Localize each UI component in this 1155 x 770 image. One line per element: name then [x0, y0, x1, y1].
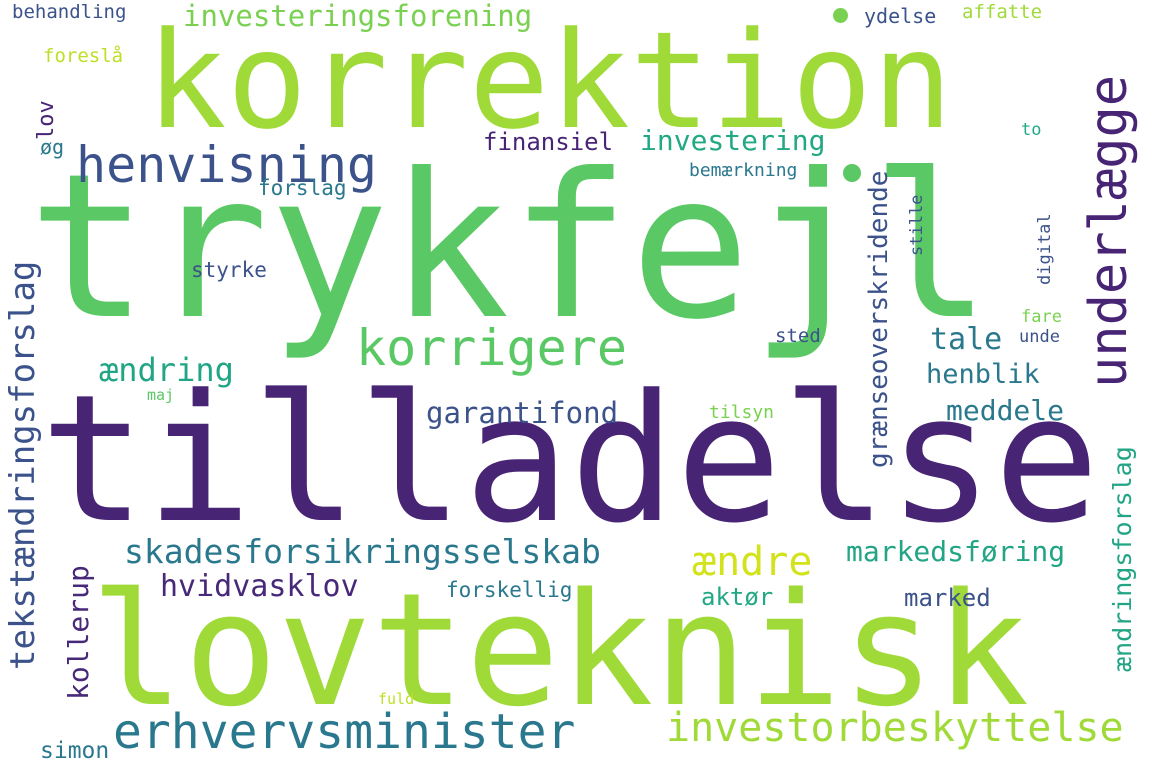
word-simon: simon	[40, 738, 110, 764]
word-to: to	[1021, 120, 1042, 140]
dot-mark	[843, 164, 861, 182]
word-henvisning: henvisning	[76, 136, 378, 194]
word-affatte: affatte	[962, 1, 1043, 23]
word-kollerup: kollerup	[62, 565, 95, 700]
word-bemaerkning: bemærkning	[689, 160, 798, 181]
word-trykfejl: trykfejl	[28, 131, 992, 364]
word-korrigere: korrigere	[356, 319, 627, 377]
word-henblik: henblik	[926, 359, 1040, 390]
word-tekstaendringsforslag: tekstændringsforslag	[3, 260, 43, 670]
word-garantifond: garantifond	[426, 396, 619, 430]
word-tilladelse: tilladelse	[40, 357, 1100, 562]
word-sted: sted	[775, 325, 821, 347]
word-ydelse: ydelse	[864, 4, 937, 28]
word-marked: marked	[904, 584, 991, 612]
word-maj: maj	[147, 386, 175, 404]
word-underlaegge: underlægge	[1079, 74, 1139, 388]
word-hvidvasklov: hvidvasklov	[160, 569, 359, 604]
word-markedsforing: markedsføring	[846, 535, 1066, 568]
word-aktor: aktør	[701, 583, 774, 611]
word-styrke: styrke	[191, 258, 267, 282]
word-skadesforsikringsselskab: skadesforsikringsselskab	[124, 532, 601, 571]
word-meddele: meddele	[946, 394, 1065, 427]
word-forslag: forslag	[258, 176, 347, 200]
word-digital: digital	[1035, 213, 1055, 285]
word-tilsyn: tilsyn	[709, 402, 775, 423]
word-korrektion: korrektion	[146, 3, 953, 159]
word-erhvervsminister: erhvervsminister	[113, 704, 576, 760]
word-investeringsforening: investeringsforening	[183, 0, 533, 33]
word-finansiel: finansiel	[483, 128, 614, 156]
word-graenseoverskridende: grænseoverskridende	[864, 170, 894, 468]
dot-mark	[833, 8, 848, 23]
word-foresla: foreslå	[43, 45, 124, 67]
word-unde: unde	[1019, 327, 1060, 347]
word-tale: tale	[930, 322, 1003, 357]
word-investorbeskyttelse: investorbeskyttelse	[666, 705, 1124, 751]
word-aendringsforslag: ændringsforslag	[1108, 446, 1137, 672]
word-forskellig: forskellig	[446, 578, 573, 602]
word-behandling: behandling	[12, 1, 127, 23]
word-og: øg	[40, 135, 65, 159]
word-lovteknisk: lovteknisk	[90, 559, 1030, 741]
word-fuld: fuld	[378, 690, 415, 708]
word-stille: stille	[907, 194, 927, 256]
word-aendring: ændring	[99, 351, 234, 389]
word-fare: fare	[1021, 307, 1062, 327]
word-investering: investering	[640, 124, 826, 157]
word-aendre: ændre	[692, 539, 813, 585]
